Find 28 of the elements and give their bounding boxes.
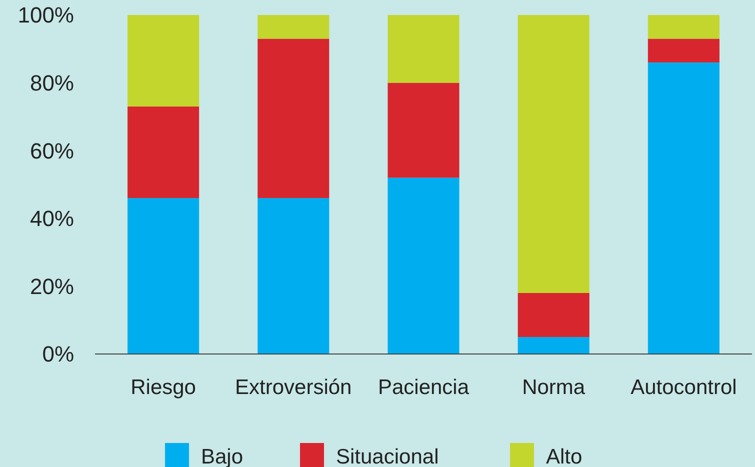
y-tick-label: 20%	[30, 274, 74, 299]
bar	[648, 15, 720, 39]
bar	[388, 82, 460, 178]
y-tick-label: 0%	[42, 342, 74, 367]
x-tick-label: Autocontrol	[630, 376, 737, 399]
x-tick-label: Paciencia	[378, 376, 470, 399]
bar	[518, 337, 590, 354]
bar	[648, 38, 720, 62]
bar	[518, 292, 590, 338]
bar	[518, 15, 590, 293]
bar	[258, 38, 330, 198]
legend-label: Situacional	[336, 445, 439, 467]
bar	[388, 178, 460, 354]
y-tick-label: 80%	[30, 70, 74, 96]
bar	[258, 15, 330, 39]
y-tick-label: 40%	[30, 206, 74, 232]
x-tick-label: Extroversión	[235, 376, 352, 399]
legend-label: Alto	[546, 445, 582, 467]
bar	[388, 15, 460, 83]
bar	[128, 198, 200, 354]
x-tick-label: Riesgo	[130, 376, 196, 399]
bar	[648, 62, 720, 354]
y-tick-label: 100%	[18, 2, 74, 28]
bar	[128, 106, 200, 198]
x-tick-label: Norma	[522, 376, 586, 399]
bar	[128, 15, 200, 107]
y-tick-label: 60%	[30, 138, 74, 164]
bar	[258, 198, 330, 354]
